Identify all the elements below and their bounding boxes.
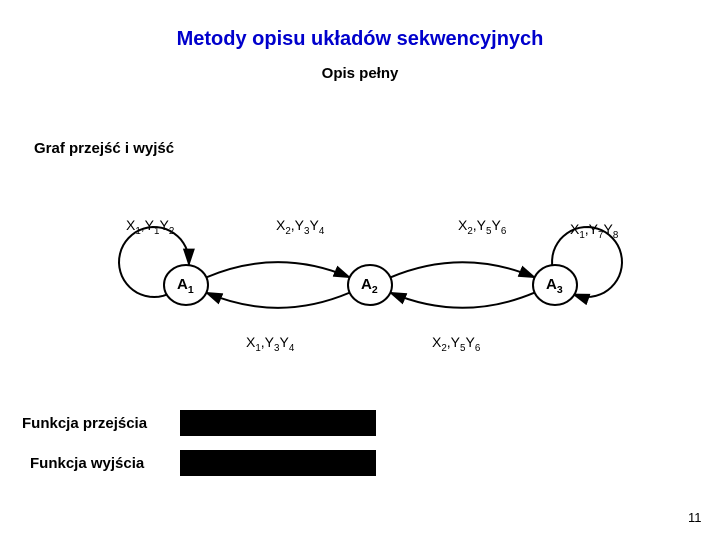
edge-label-A1-A2: X2,Y3Y4 (276, 217, 324, 237)
edge-A2-A1 (206, 293, 349, 308)
func-output-label: Funkcja wyjścia (30, 455, 144, 472)
func-transition-label: Funkcja przejścia (22, 415, 147, 432)
edge-A2-A3 (390, 262, 534, 277)
node-label-A2: A2 (361, 276, 378, 296)
edge-label-A2-A3: X2,Y5Y6 (458, 217, 506, 237)
self-loop-label-A1: X1,Y1Y2 (126, 217, 174, 237)
node-label-A3: A3 (546, 276, 563, 296)
edge-A1-A2 (206, 262, 349, 277)
edge-label-A2-A1: X1,Y3Y4 (246, 334, 294, 354)
node-label-A1: A1 (177, 276, 194, 296)
edge-label-A3-A2: X2,Y5Y6 (432, 334, 480, 354)
redacted-box-1 (180, 410, 376, 436)
self-loop-label-A3: X1,Y7Y8 (570, 221, 618, 241)
edge-A3-A2 (390, 293, 534, 308)
redacted-box-2 (180, 450, 376, 476)
page-number: 11 (688, 510, 702, 525)
